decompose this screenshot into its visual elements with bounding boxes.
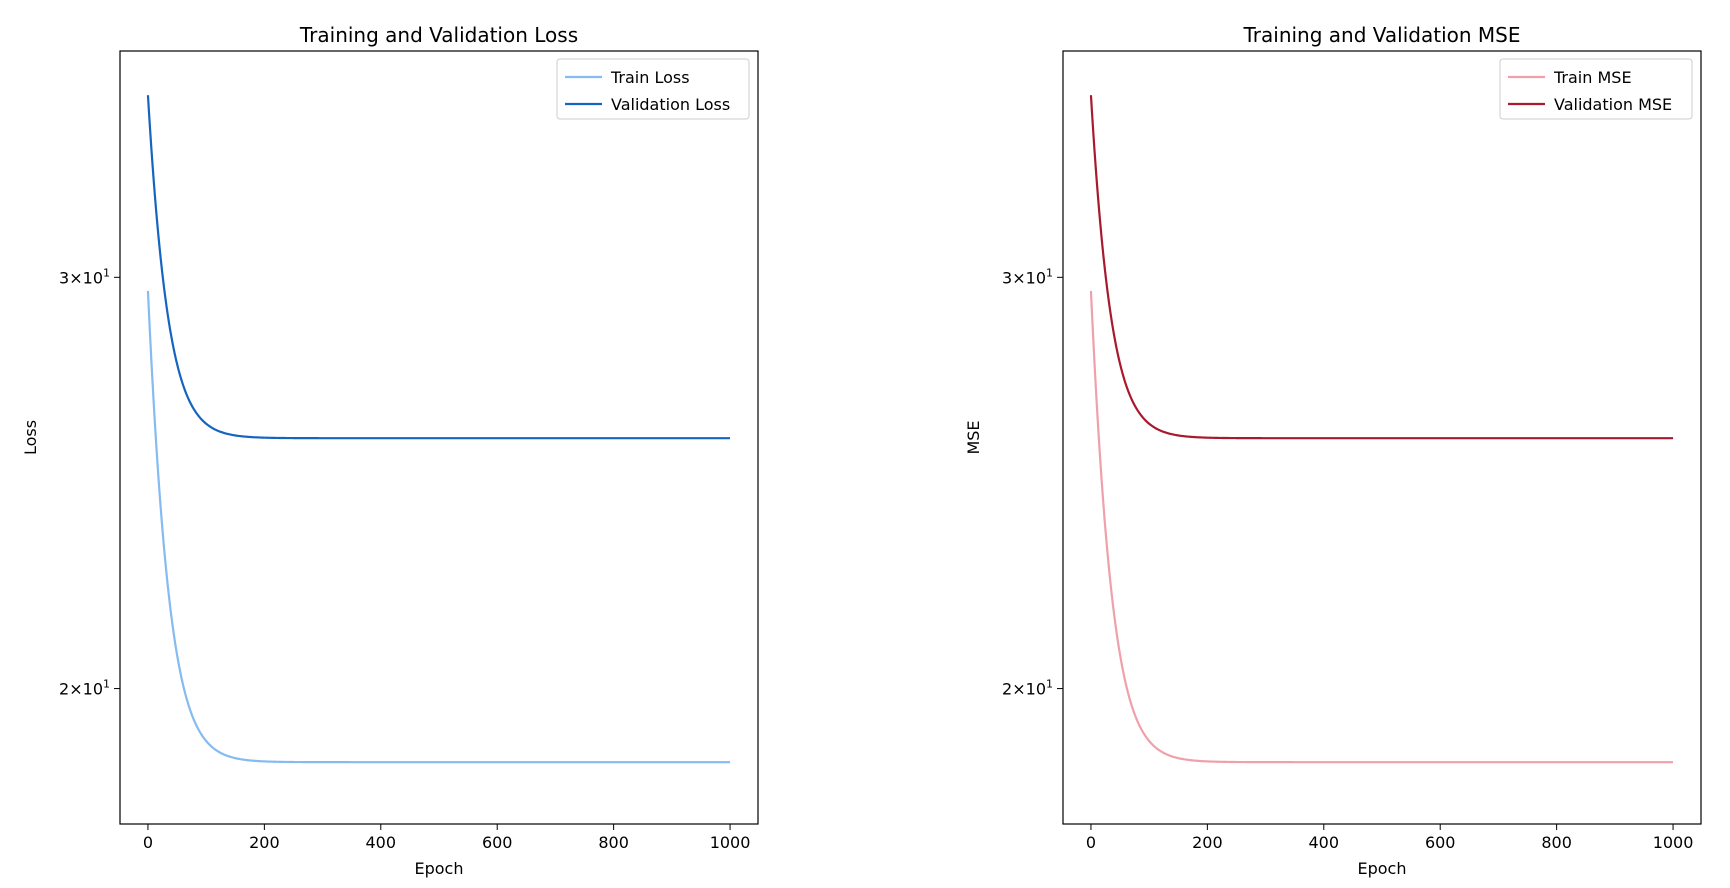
y-tick-exponent: 1 [1046, 266, 1053, 279]
mse-chart: Training and Validation MSE 0 200 400 600 800… [964, 23, 1702, 878]
legend-entry: Train MSE [1553, 68, 1632, 87]
series-line-train-mse [1089, 290, 1674, 764]
y-tick-exponent: 1 [1046, 678, 1053, 691]
y-tick-base: 10 [83, 680, 103, 699]
chart-title: Training and Validation MSE [1243, 23, 1521, 47]
x-tick-label: 800 [1541, 833, 1572, 852]
x-tick-label: 0 [1086, 833, 1096, 852]
series-line-train-loss [146, 290, 731, 764]
x-tick-label: 800 [598, 833, 629, 852]
legend: Train MSE Validation MSE [1499, 58, 1693, 120]
y-tick-base: 10 [1026, 268, 1046, 287]
chart-title: Training and Validation Loss [299, 23, 578, 47]
axes-frame [119, 50, 759, 825]
axes-frame [1062, 50, 1702, 825]
y-tick-mantissa: 3 [59, 268, 69, 287]
legend-entry: Train Loss [610, 68, 690, 87]
x-axis-label: Epoch [1358, 859, 1407, 878]
y-tick-base: 10 [83, 268, 103, 287]
legend-box [1499, 58, 1693, 120]
legend-box [556, 58, 750, 120]
x-tick-label: 200 [249, 833, 280, 852]
series-line-validation-loss [146, 95, 731, 440]
x-tick-label: 1000 [710, 833, 751, 852]
y-tick-mantissa: 3 [1002, 268, 1012, 287]
y-tick-label: 3×101 [59, 266, 110, 287]
y-tick-base: 10 [1026, 680, 1046, 699]
x-tick-label: 0 [143, 833, 153, 852]
x-tick-label: 1000 [1653, 833, 1694, 852]
y-tick-label: 3×101 [1002, 266, 1053, 287]
y-axis-label: MSE [964, 420, 983, 454]
y-tick-mantissa: 2 [1002, 680, 1012, 699]
legend-entry: Validation Loss [611, 95, 730, 114]
y-tick-mantissa: 2 [59, 680, 69, 699]
y-tick-times: × [69, 680, 82, 699]
x-tick-label: 400 [366, 833, 397, 852]
series-line-validation-mse [1089, 95, 1674, 440]
x-tick-label: 400 [1309, 833, 1340, 852]
y-tick-exponent: 1 [103, 678, 110, 691]
loss-chart: Training and Validation Loss 0 200 400 600 80… [21, 23, 759, 878]
y-tick-times: × [1012, 680, 1025, 699]
y-tick-times: × [1012, 268, 1025, 287]
legend-entry: Validation MSE [1554, 95, 1672, 114]
legend: Train Loss Validation Loss [556, 58, 750, 120]
y-tick-label: 2×101 [1002, 678, 1053, 699]
y-axis-label: Loss [21, 420, 40, 455]
y-tick-exponent: 1 [103, 266, 110, 279]
x-tick-label: 600 [482, 833, 513, 852]
x-tick-label: 600 [1425, 833, 1456, 852]
y-tick-times: × [69, 268, 82, 287]
x-axis-label: Epoch [415, 859, 464, 878]
y-tick-label: 2×101 [59, 678, 110, 699]
x-tick-label: 200 [1192, 833, 1223, 852]
